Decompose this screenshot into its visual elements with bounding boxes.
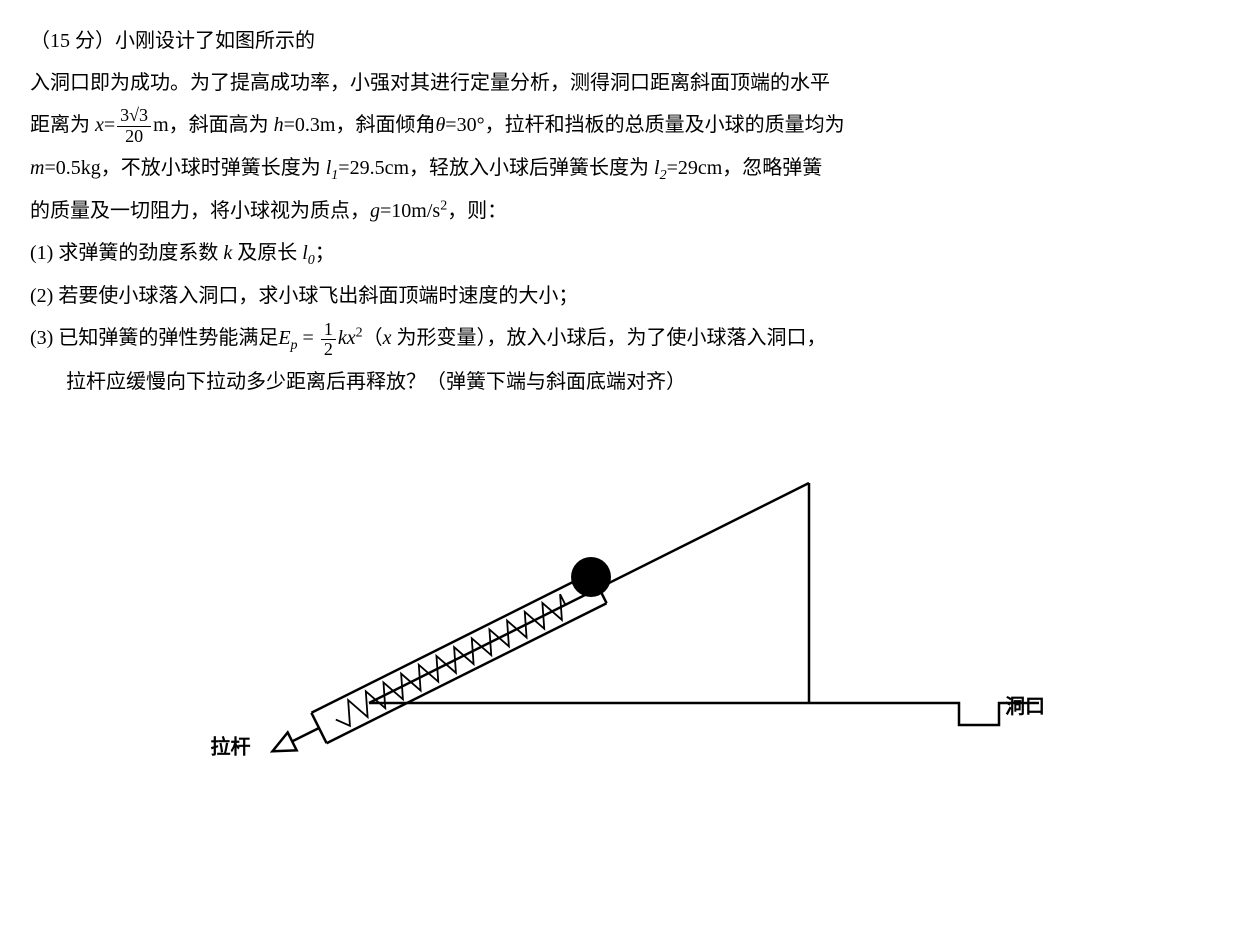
line-2: 入洞口即为成功。为了提高成功率，小强对其进行定量分析，测得洞口距离斜面顶端的水平 — [30, 62, 1208, 104]
line-4: m=0.5kg，不放小球时弹簧长度为 l1=29.5cm，轻放入小球后弹簧长度为… — [30, 147, 1208, 190]
question-2: (2) 若要使小球落入洞口，求小球飞出斜面顶端时速度的大小； — [30, 275, 1208, 317]
question-3b: 拉杆应缓慢向下拉动多少距离后再释放？（弹簧下端与斜面底端对齐） — [30, 361, 1208, 403]
diagram-svg: 拉杆 洞口 — [169, 443, 1069, 763]
svg-text:洞口: 洞口 — [1005, 695, 1045, 718]
line-5: 的质量及一切阻力，将小球视为质点，g=10m/s2，则： — [30, 190, 1208, 232]
line-1: （15 分）小刚设计了如图所示的 — [30, 20, 1208, 62]
question-3a: (3) 已知弹簧的弹性势能满足Ep = 12kx2（x 为形变量），放入小球后，… — [30, 317, 1208, 360]
fraction-half: 12 — [321, 320, 336, 361]
score-prefix: （15 分）小刚设计了如图所示的 — [30, 30, 315, 52]
physics-diagram: 拉杆 洞口 — [30, 443, 1208, 763]
question-1: (1) 求弹簧的劲度系数 k 及原长 l0； — [30, 232, 1208, 275]
fraction-x: 3√320 — [117, 106, 151, 147]
svg-text:拉杆: 拉杆 — [210, 734, 250, 758]
line-3: 距离为 x=3√320m，斜面高为 h=0.3m，斜面倾角θ=30°，拉杆和挡板… — [30, 104, 1208, 147]
problem-text: （15 分）小刚设计了如图所示的 入洞口即为成功。为了提高成功率，小强对其进行定… — [30, 20, 1208, 403]
